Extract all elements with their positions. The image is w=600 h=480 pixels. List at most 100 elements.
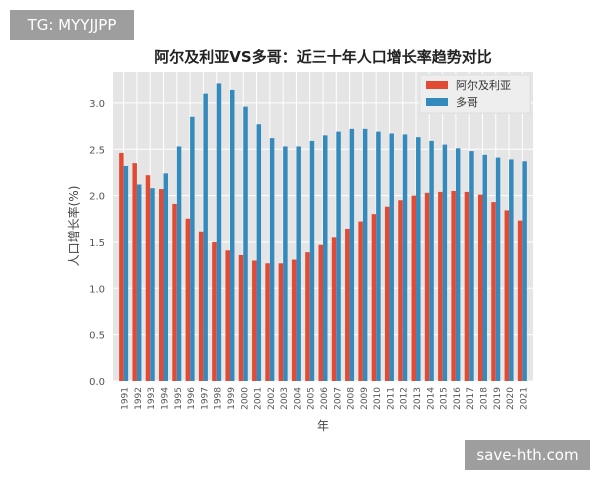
bar-togo (402, 134, 408, 381)
x-tick-label: 2020 (506, 387, 516, 410)
bar-togo (522, 161, 527, 381)
bar-togo (123, 165, 129, 381)
x-tick-label: 2001 (254, 387, 264, 410)
bar-togo (243, 106, 248, 381)
bar-algeria (305, 252, 310, 381)
bar-togo (296, 146, 301, 381)
bar-togo (216, 83, 222, 382)
bar-togo (455, 148, 461, 381)
bar-algeria (411, 195, 417, 381)
bar-togo (336, 131, 341, 381)
bar-togo (283, 146, 288, 381)
x-tick-label: 2013 (413, 387, 423, 410)
y-tick-label: 2.0 (89, 192, 105, 203)
x-tick-label: 2015 (440, 387, 450, 410)
legend-label-togo: 多哥 (456, 95, 478, 109)
y-tick-label: 2.5 (89, 145, 105, 156)
bar-algeria (398, 200, 403, 381)
bar-algeria (477, 194, 483, 381)
bar-algeria (504, 210, 510, 381)
y-tick-label: 0.0 (89, 377, 105, 388)
bar-algeria (318, 244, 323, 381)
bar-algeria (371, 214, 377, 381)
x-tick-label: 2017 (466, 387, 476, 410)
bar-togo (176, 146, 182, 381)
bar-algeria (451, 190, 456, 381)
legend-label-algeria: 阿尔及利亚 (456, 79, 511, 92)
x-tick-label: 2014 (426, 387, 436, 410)
bar-algeria (198, 231, 204, 381)
bar-algeria (491, 202, 496, 381)
bar-togo (509, 159, 514, 381)
bar-togo (150, 188, 155, 381)
x-tick-label: 1991 (121, 387, 131, 410)
x-tick-label: 1994 (161, 387, 171, 410)
x-tick-label: 2018 (479, 387, 489, 410)
x-tick-label: 2007 (333, 387, 343, 410)
x-tick-label: 2008 (347, 387, 357, 410)
y-tick-label: 3.0 (89, 99, 105, 110)
y-tick-label: 1.5 (89, 238, 105, 249)
bar-togo (309, 140, 315, 381)
bar-algeria (212, 241, 217, 381)
bar-algeria (331, 237, 337, 381)
bar-algeria (159, 189, 164, 381)
x-tick-label: 1996 (187, 387, 197, 410)
bar-togo (495, 157, 501, 381)
bar-togo (362, 128, 368, 381)
bar-togo (269, 138, 275, 381)
bar-togo (136, 184, 142, 381)
x-tick-label: 1993 (147, 387, 157, 410)
bar-algeria (119, 152, 124, 381)
bar-algeria (358, 221, 363, 381)
x-tick-label: 2004 (293, 387, 303, 410)
bar-togo (376, 131, 381, 381)
bar-algeria (517, 220, 523, 381)
bar-togo (203, 93, 208, 381)
bar-algeria (345, 228, 350, 381)
x-tick-label: 2019 (493, 387, 503, 410)
bar-togo (229, 89, 235, 381)
x-tick-label: 1995 (174, 387, 184, 410)
bar-algeria (172, 203, 177, 381)
x-axis-label: 年 (317, 419, 329, 433)
bar-algeria (278, 263, 284, 381)
bar-togo (442, 144, 448, 381)
chart-title: 阿尔及利亚VS多哥：近三十年人口增长率趋势对比 (154, 48, 491, 66)
bar-algeria (132, 163, 137, 381)
bar-algeria (464, 191, 470, 381)
x-tick-label: 2021 (519, 387, 529, 410)
bar-togo (429, 140, 434, 381)
bar-algeria (252, 260, 257, 381)
x-tick-label: 2010 (373, 387, 383, 410)
x-tick-label: 1992 (134, 387, 144, 410)
bar-togo (349, 128, 355, 381)
bar-togo (469, 151, 474, 381)
x-tick-label: 2012 (400, 387, 410, 410)
legend-swatch-togo (426, 98, 448, 106)
bar-algeria (291, 259, 297, 381)
bar-togo (256, 124, 262, 381)
x-tick-label: 2003 (280, 387, 290, 410)
y-tick-label: 1.0 (89, 284, 105, 295)
legend-swatch-algeria (426, 81, 448, 89)
bar-algeria (185, 218, 191, 381)
bar-togo (482, 154, 487, 381)
x-tick-label: 2016 (453, 387, 463, 410)
bar-algeria (438, 191, 443, 381)
bar-algeria (238, 254, 244, 381)
bar-togo (190, 116, 195, 382)
bar-togo (323, 135, 328, 381)
bar-algeria (145, 175, 151, 381)
x-tick-label: 2009 (360, 387, 370, 410)
x-tick-label: 2005 (307, 387, 317, 410)
x-tick-label: 1997 (200, 387, 210, 410)
bar-algeria (384, 206, 390, 381)
bar-togo (416, 137, 421, 381)
watermark-bottom-right: save-hth.com (465, 440, 590, 470)
y-axis-label: 人口增长率(%) (66, 186, 81, 267)
x-tick-label: 2006 (320, 387, 330, 410)
bar-togo (389, 133, 394, 381)
x-tick-label: 2002 (267, 387, 277, 410)
